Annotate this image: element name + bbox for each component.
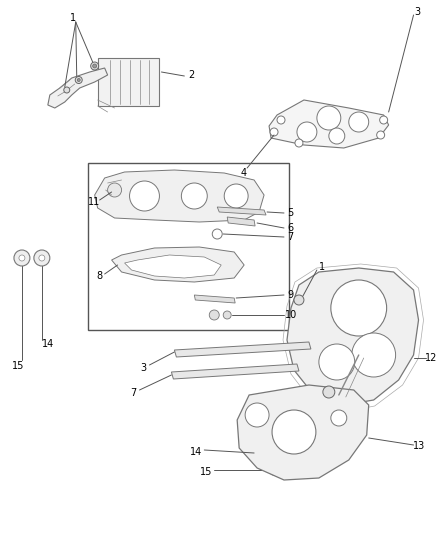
Text: 3: 3 bbox=[140, 363, 146, 373]
Polygon shape bbox=[194, 295, 235, 303]
Circle shape bbox=[330, 280, 386, 336]
Text: 10: 10 bbox=[284, 310, 297, 320]
Text: 15: 15 bbox=[200, 467, 212, 477]
Text: 14: 14 bbox=[42, 339, 54, 349]
Text: 9: 9 bbox=[286, 290, 293, 300]
Circle shape bbox=[209, 310, 219, 320]
Ellipse shape bbox=[269, 469, 283, 475]
Polygon shape bbox=[174, 342, 310, 357]
Circle shape bbox=[348, 112, 368, 132]
Circle shape bbox=[224, 184, 247, 208]
Text: 7: 7 bbox=[286, 232, 293, 242]
Text: 5: 5 bbox=[286, 208, 293, 218]
Polygon shape bbox=[286, 268, 417, 405]
Circle shape bbox=[223, 311, 231, 319]
Circle shape bbox=[316, 106, 340, 130]
Text: 12: 12 bbox=[424, 353, 437, 363]
Circle shape bbox=[351, 333, 395, 377]
Circle shape bbox=[272, 410, 315, 454]
Polygon shape bbox=[171, 364, 298, 379]
Circle shape bbox=[91, 62, 99, 70]
Polygon shape bbox=[217, 207, 265, 215]
Circle shape bbox=[14, 250, 30, 266]
Circle shape bbox=[39, 255, 45, 261]
Bar bbox=[88, 163, 288, 330]
Circle shape bbox=[129, 181, 159, 211]
Circle shape bbox=[34, 250, 49, 266]
Text: 8: 8 bbox=[96, 271, 102, 281]
Text: 13: 13 bbox=[413, 441, 425, 451]
Polygon shape bbox=[48, 68, 107, 108]
Text: 14: 14 bbox=[190, 447, 202, 457]
Ellipse shape bbox=[258, 451, 274, 459]
Polygon shape bbox=[95, 170, 264, 222]
Text: 3: 3 bbox=[413, 7, 420, 17]
Bar bbox=[324, 382, 332, 394]
Polygon shape bbox=[124, 255, 221, 278]
Polygon shape bbox=[227, 217, 254, 226]
Circle shape bbox=[19, 255, 25, 261]
Circle shape bbox=[64, 87, 70, 93]
Circle shape bbox=[77, 78, 80, 82]
Circle shape bbox=[318, 344, 354, 380]
Circle shape bbox=[293, 295, 303, 305]
Circle shape bbox=[379, 116, 387, 124]
Text: 15: 15 bbox=[12, 361, 24, 371]
Circle shape bbox=[244, 403, 268, 427]
Circle shape bbox=[322, 386, 334, 398]
Text: 1: 1 bbox=[70, 13, 76, 23]
Circle shape bbox=[92, 64, 96, 68]
Circle shape bbox=[269, 128, 277, 136]
Circle shape bbox=[276, 116, 284, 124]
Text: 7: 7 bbox=[130, 388, 136, 398]
Text: 4: 4 bbox=[240, 168, 246, 178]
Polygon shape bbox=[111, 247, 244, 282]
Circle shape bbox=[328, 128, 344, 144]
Bar bbox=[97, 58, 159, 106]
Circle shape bbox=[376, 131, 384, 139]
Circle shape bbox=[107, 183, 121, 197]
Circle shape bbox=[294, 139, 302, 147]
Polygon shape bbox=[237, 385, 368, 480]
Text: 6: 6 bbox=[286, 223, 293, 233]
Polygon shape bbox=[268, 100, 388, 148]
Text: 2: 2 bbox=[188, 70, 194, 80]
Circle shape bbox=[296, 122, 316, 142]
Text: 11: 11 bbox=[87, 197, 99, 207]
Circle shape bbox=[330, 410, 346, 426]
Circle shape bbox=[181, 183, 207, 209]
Circle shape bbox=[75, 77, 82, 84]
Text: 1: 1 bbox=[318, 262, 324, 272]
